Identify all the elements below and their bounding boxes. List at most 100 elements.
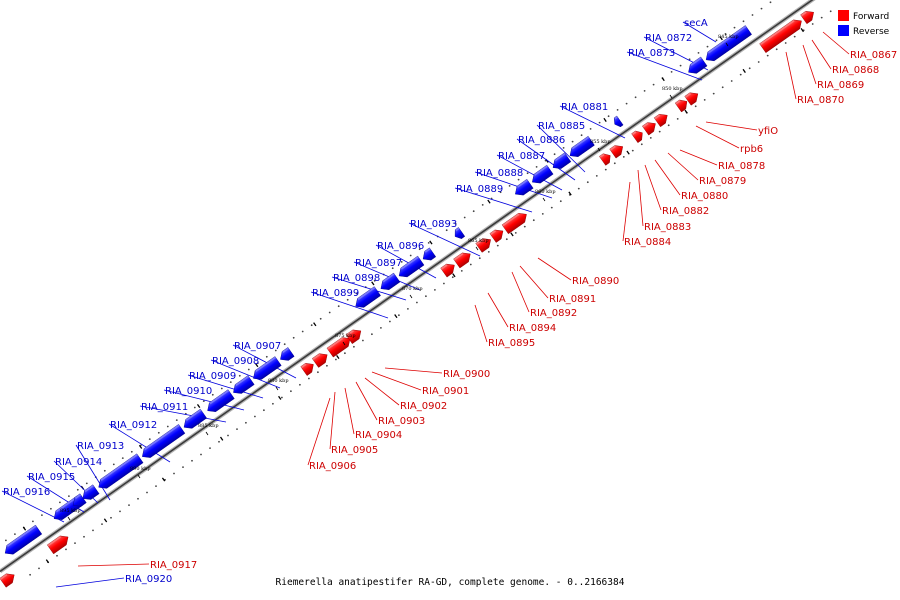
reverse-gene-arrow-20[interactable]	[612, 115, 624, 129]
forward-gene-arrow-0[interactable]	[0, 570, 17, 588]
forward-gene-arrow-19[interactable]	[800, 8, 817, 25]
reverse-gene-label-1[interactable]: RIA_0872	[645, 33, 692, 44]
forward-gene-label-3[interactable]: RIA_0870	[797, 95, 844, 106]
reverse-gene-label-22[interactable]: RIA_0915	[28, 472, 75, 483]
forward-gene-label-4[interactable]: yfiO	[758, 126, 778, 137]
reverse-gene-arrow-15[interactable]	[452, 227, 466, 241]
forward-gene-label-2[interactable]: RIA_0869	[817, 80, 864, 91]
reverse-gene-arrow-5[interactable]	[139, 424, 186, 461]
reverse-gene-arrow-16[interactable]	[512, 178, 534, 198]
reverse-gene-arrow-8[interactable]	[230, 375, 255, 397]
reverse-gene-label-23[interactable]: RIA_0916	[3, 487, 50, 498]
reverse-gene-label-10[interactable]: RIA_0896	[377, 241, 424, 252]
forward-gene-arrow-7[interactable]	[453, 249, 474, 269]
forward-gene-label-12[interactable]: RIA_0890	[572, 276, 619, 287]
forward-gene-arrow-18[interactable]	[759, 16, 805, 53]
forward-gene-arrow-6[interactable]	[440, 261, 458, 278]
forward-gene-label-7[interactable]: RIA_0879	[699, 176, 746, 187]
forward-gene-label-15[interactable]: RIA_0894	[509, 323, 556, 334]
forward-gene-label-1[interactable]: RIA_0868	[832, 65, 879, 76]
forward-gene-label-18[interactable]: RIA_0901	[422, 386, 469, 397]
forward-gene-arrow-16[interactable]	[674, 97, 690, 113]
reverse-gene-label-17[interactable]: RIA_0910	[165, 386, 212, 397]
forward-gene-label-0[interactable]: RIA_0867	[850, 50, 897, 61]
forward-gene-label-17[interactable]: RIA_0900	[443, 369, 490, 380]
reverse-gene-label-21[interactable]: RIA_0914	[55, 457, 102, 468]
reverse-gene-arrow-4[interactable]	[96, 453, 144, 492]
forward-gene-arrow-4[interactable]	[326, 334, 353, 358]
forward-gene-arrow-13[interactable]	[631, 128, 646, 143]
reverse-gene-label-8[interactable]: RIA_0889	[456, 184, 503, 195]
reverse-gene-label-14[interactable]: RIA_0907	[234, 341, 281, 352]
scale-tick-mark	[669, 94, 673, 99]
reverse-gene-label-19[interactable]: RIA_0912	[110, 420, 157, 431]
reverse-gene-label-12[interactable]: RIA_0898	[333, 273, 380, 284]
reverse-gene-arrow-7[interactable]	[204, 389, 235, 416]
forward-gene-label-22[interactable]: RIA_0905	[331, 445, 378, 456]
forward-gene-arrow-3[interactable]	[311, 350, 330, 368]
reverse-gene-label-4[interactable]: RIA_0885	[538, 121, 585, 132]
reverse-gene-arrow-9[interactable]	[250, 356, 282, 383]
scale-tick-label: 880 kbp	[268, 378, 289, 384]
forward-gene-label-24[interactable]: RIA_0917	[150, 560, 197, 571]
reverse-gene-label-6[interactable]: RIA_0887	[498, 151, 545, 162]
scale-tick-mark	[275, 386, 279, 391]
forward-gene-arrow-15[interactable]	[653, 111, 670, 128]
forward-gene-label-10[interactable]: RIA_0883	[644, 222, 691, 233]
forward-gene-label-23[interactable]: RIA_0906	[309, 461, 356, 472]
forward-gene-label-5[interactable]: rpb6	[740, 144, 763, 155]
reverse-gene-arrow-19[interactable]	[567, 135, 595, 160]
reverse-gene-arrow-6[interactable]	[181, 408, 207, 432]
reverse-gene-arrow-2[interactable]	[70, 493, 87, 510]
scale-tick-label: 885 kbp	[198, 423, 219, 429]
forward-gene-arrow-17[interactable]	[684, 89, 701, 106]
forward-gene-label-16[interactable]: RIA_0895	[488, 338, 535, 349]
reverse-gene-label-24[interactable]: RIA_0920	[125, 574, 172, 585]
forward-gene-label-6[interactable]: RIA_0878	[718, 161, 765, 172]
reverse-gene-arrow-13[interactable]	[396, 255, 425, 280]
forward-gene-arrow-11[interactable]	[599, 151, 613, 166]
reverse-gene-arrow-0[interactable]	[2, 524, 43, 558]
forward-gene-label-14[interactable]: RIA_0892	[530, 308, 577, 319]
forward-gene-arrow-5[interactable]	[345, 326, 364, 344]
forward-gene-label-11[interactable]: RIA_0884	[624, 237, 671, 248]
forward-gene-arrow-10[interactable]	[501, 210, 530, 235]
reverse-gene-arrow-22[interactable]	[703, 25, 752, 64]
reverse-gene-label-16[interactable]: RIA_0909	[189, 371, 236, 382]
reverse-gene-label-13[interactable]: RIA_0899	[312, 288, 359, 299]
reverse-gene-arrow-3[interactable]	[80, 484, 100, 503]
reverse-gene-label-15[interactable]: RIA_0908	[212, 356, 259, 367]
reverse-gene-label-2[interactable]: RIA_0873	[628, 48, 675, 59]
forward-gene-arrow-1[interactable]	[46, 532, 71, 555]
forward-gene-arrow-2[interactable]	[300, 360, 317, 376]
forward-gene-arrow-12[interactable]	[609, 142, 626, 159]
forward-gene-label-19[interactable]: RIA_0902	[400, 401, 447, 412]
scale-tick-mark	[597, 147, 601, 152]
reverse-gene-arrow-10[interactable]	[277, 347, 295, 363]
reverse-gene-label-7[interactable]: RIA_0888	[476, 168, 523, 179]
forward-gene-label-20[interactable]: RIA_0903	[378, 416, 425, 427]
forward-gene-arrow-14[interactable]	[642, 119, 658, 136]
forward-gene-arrow-9[interactable]	[489, 226, 506, 243]
reverse-gene-label-9[interactable]: RIA_0893	[410, 219, 457, 230]
reverse-gene-label-20[interactable]: RIA_0913	[77, 441, 124, 452]
reverse-gene-label-18[interactable]: RIA_0911	[141, 402, 188, 413]
forward-gene-label-21[interactable]: RIA_0904	[355, 430, 402, 441]
forward-gene-label-13[interactable]: RIA_0891	[549, 294, 596, 305]
scale-tick-label: 850 kbp	[662, 86, 683, 92]
forward-gene-label-8[interactable]: RIA_0880	[681, 191, 728, 202]
reverse-gene-label-0[interactable]: secA	[684, 18, 708, 29]
reverse-gene-arrow-21[interactable]	[685, 56, 708, 77]
reverse-gene-label-3[interactable]: RIA_0881	[561, 102, 608, 113]
reverse-gene-arrow-17[interactable]	[529, 164, 554, 186]
forward-gene-label-9[interactable]: RIA_0882	[662, 206, 709, 217]
legend-entry-reverse: Reverse	[838, 25, 890, 37]
reverse-gene-arrow-18[interactable]	[550, 152, 572, 172]
reverse-gene-arrow-12[interactable]	[378, 272, 401, 293]
reverse-gene-label-11[interactable]: RIA_0897	[355, 258, 402, 269]
reverse-gene-label-5[interactable]: RIA_0886	[518, 135, 565, 146]
forward-gene-arrow-8[interactable]	[475, 235, 494, 253]
scale-tick-mark	[342, 341, 346, 346]
reverse-gene-arrow-14[interactable]	[420, 247, 437, 264]
reverse-gene-arrow-11[interactable]	[353, 286, 381, 311]
